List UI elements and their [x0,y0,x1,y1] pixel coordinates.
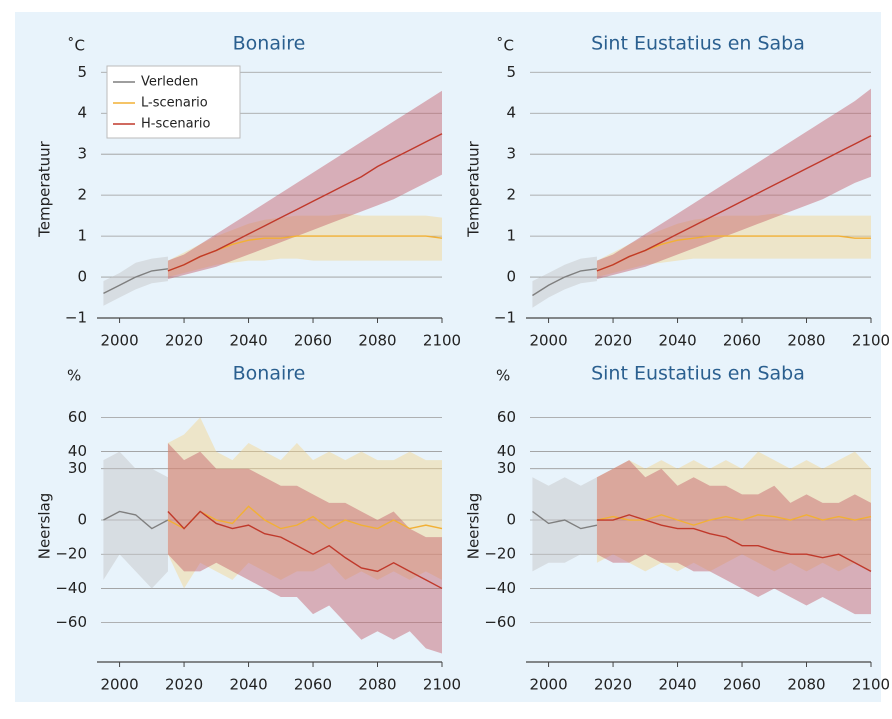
y-tick-label: 1 [506,227,516,245]
x-tick-label: 2000 [100,676,138,694]
y-tick-label: 5 [506,63,516,81]
chart-title: Sint Eustatius en Saba [591,33,805,55]
y-tick-label: 60 [497,408,516,426]
y-tick-label: −40 [484,579,516,597]
x-tick-label: 2060 [723,676,761,694]
x-tick-label: 2020 [594,332,632,350]
band [167,213,443,278]
x-tick-label: 2040 [658,676,696,694]
y-tick-label: −60 [484,613,516,631]
x-tick-label: 2100 [423,676,461,694]
x-tick-label: 2040 [229,332,267,350]
y-tick-label: −1 [65,309,87,327]
x-tick-label: 2000 [529,676,567,694]
chart-title: Bonaire [233,363,306,385]
band [532,256,597,308]
band [596,213,871,278]
y-axis-label: Neerslag [465,493,483,560]
y-tick-label: 2 [77,186,87,204]
x-tick-label: 2100 [852,676,890,694]
y-tick-label: 0 [77,511,87,529]
line [167,510,443,590]
x-tick-label: 2080 [787,676,825,694]
y-tick-label: 3 [77,145,87,163]
band [167,417,443,589]
band [103,256,168,306]
chart-title: Bonaire [233,33,306,55]
y-tick-label: 30 [68,459,87,477]
y-tick-label: 3 [506,145,516,163]
y-tick-label: 4 [506,104,516,122]
y-tick-label: 30 [497,459,516,477]
y-tick-label: 0 [77,268,87,286]
y-unit: ˚C [67,37,85,55]
line [103,268,169,295]
y-tick-label: 40 [68,442,87,460]
y-tick-label: 60 [68,408,87,426]
y-tick-label: 1 [77,227,87,245]
x-tick-label: 2020 [165,332,203,350]
legend-box [106,65,241,139]
x-tick-label: 2060 [723,332,761,350]
y-tick-label: 2 [506,186,516,204]
legend-label: L-scenario [141,96,208,111]
line [532,510,598,530]
y-tick-label: −40 [55,579,87,597]
x-tick-label: 2080 [787,332,825,350]
y-axis-label: Temperatuur [36,140,54,237]
y-tick-label: −20 [484,545,516,563]
line [596,514,872,572]
line [167,133,443,272]
band [596,451,871,572]
x-tick-label: 2000 [100,332,138,350]
x-tick-label: 2080 [358,676,396,694]
x-tick-label: 2020 [165,676,203,694]
band [167,443,443,654]
band [532,477,597,572]
line [596,135,872,272]
line [103,510,169,530]
x-tick-label: 2060 [294,332,332,350]
line [596,514,872,526]
x-tick-label: 2020 [594,676,632,694]
y-axis-label: Temperatuur [465,140,483,237]
y-tick-label: −1 [494,309,516,327]
y-tick-label: −60 [55,613,87,631]
x-tick-label: 2100 [423,332,461,350]
y-tick-label: 0 [506,511,516,529]
y-unit: % [496,367,510,385]
x-tick-label: 2000 [529,332,567,350]
legend-label: Verleden [141,75,198,90]
chart-title: Sint Eustatius en Saba [591,363,805,385]
y-axis-label: Neerslag [36,493,54,560]
y-unit: ˚C [496,37,514,55]
y-unit: % [67,367,81,385]
x-tick-label: 2080 [358,332,396,350]
band [596,460,871,615]
x-tick-label: 2040 [229,676,267,694]
y-tick-label: −20 [55,545,87,563]
line [532,268,598,297]
line [167,505,443,530]
x-tick-label: 2060 [294,676,332,694]
y-tick-label: 4 [77,104,87,122]
band [167,90,443,280]
y-tick-label: 40 [497,442,516,460]
y-tick-label: 5 [77,63,87,81]
band [103,451,168,589]
x-tick-label: 2100 [852,332,890,350]
x-tick-label: 2040 [658,332,696,350]
band [596,88,871,280]
y-tick-label: 0 [506,268,516,286]
legend-label: H-scenario [141,117,211,132]
